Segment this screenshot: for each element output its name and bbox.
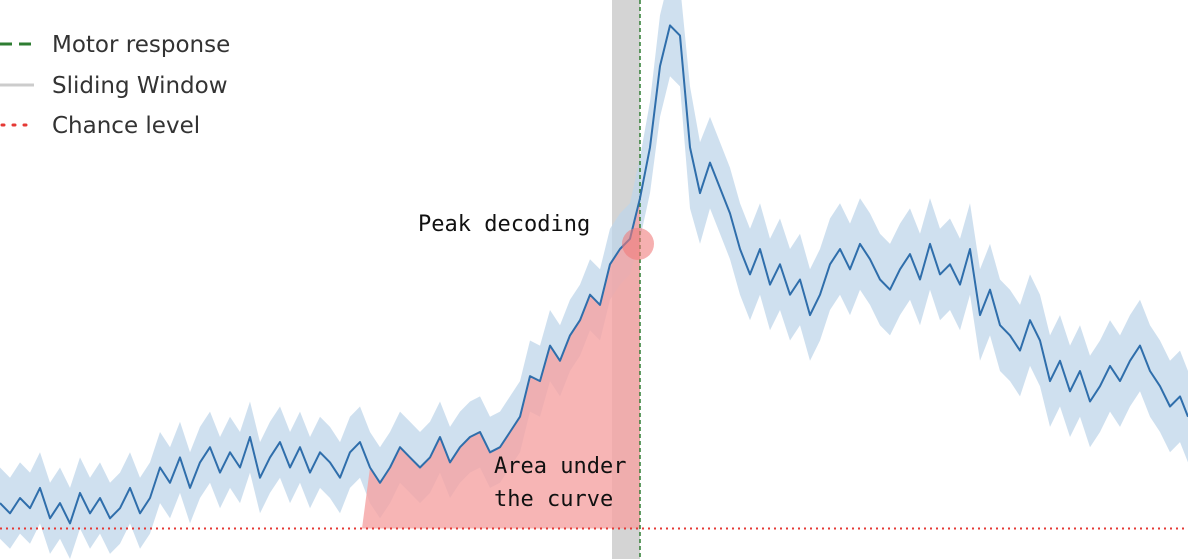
legend-label-sliding-window: Sliding Window [52, 73, 228, 99]
auc-annotation-line-2: the curve [494, 487, 613, 512]
peak-marker [622, 227, 654, 260]
decoding-line-layer [0, 24, 1188, 525]
legend-label-chance-level: Chance level [52, 113, 200, 139]
decoding-line [0, 24, 1188, 525]
auc-annotation-line-1: Area under [494, 454, 626, 479]
area-under-curve-layer [362, 198, 640, 529]
legend: Motor response Sliding Window Chance lev… [0, 32, 230, 139]
peak-marker-layer [622, 227, 654, 260]
legend-label-motor-response: Motor response [52, 32, 230, 58]
peak-decoding-annotation: Peak decoding [418, 212, 590, 237]
area-under-curve [362, 198, 640, 529]
